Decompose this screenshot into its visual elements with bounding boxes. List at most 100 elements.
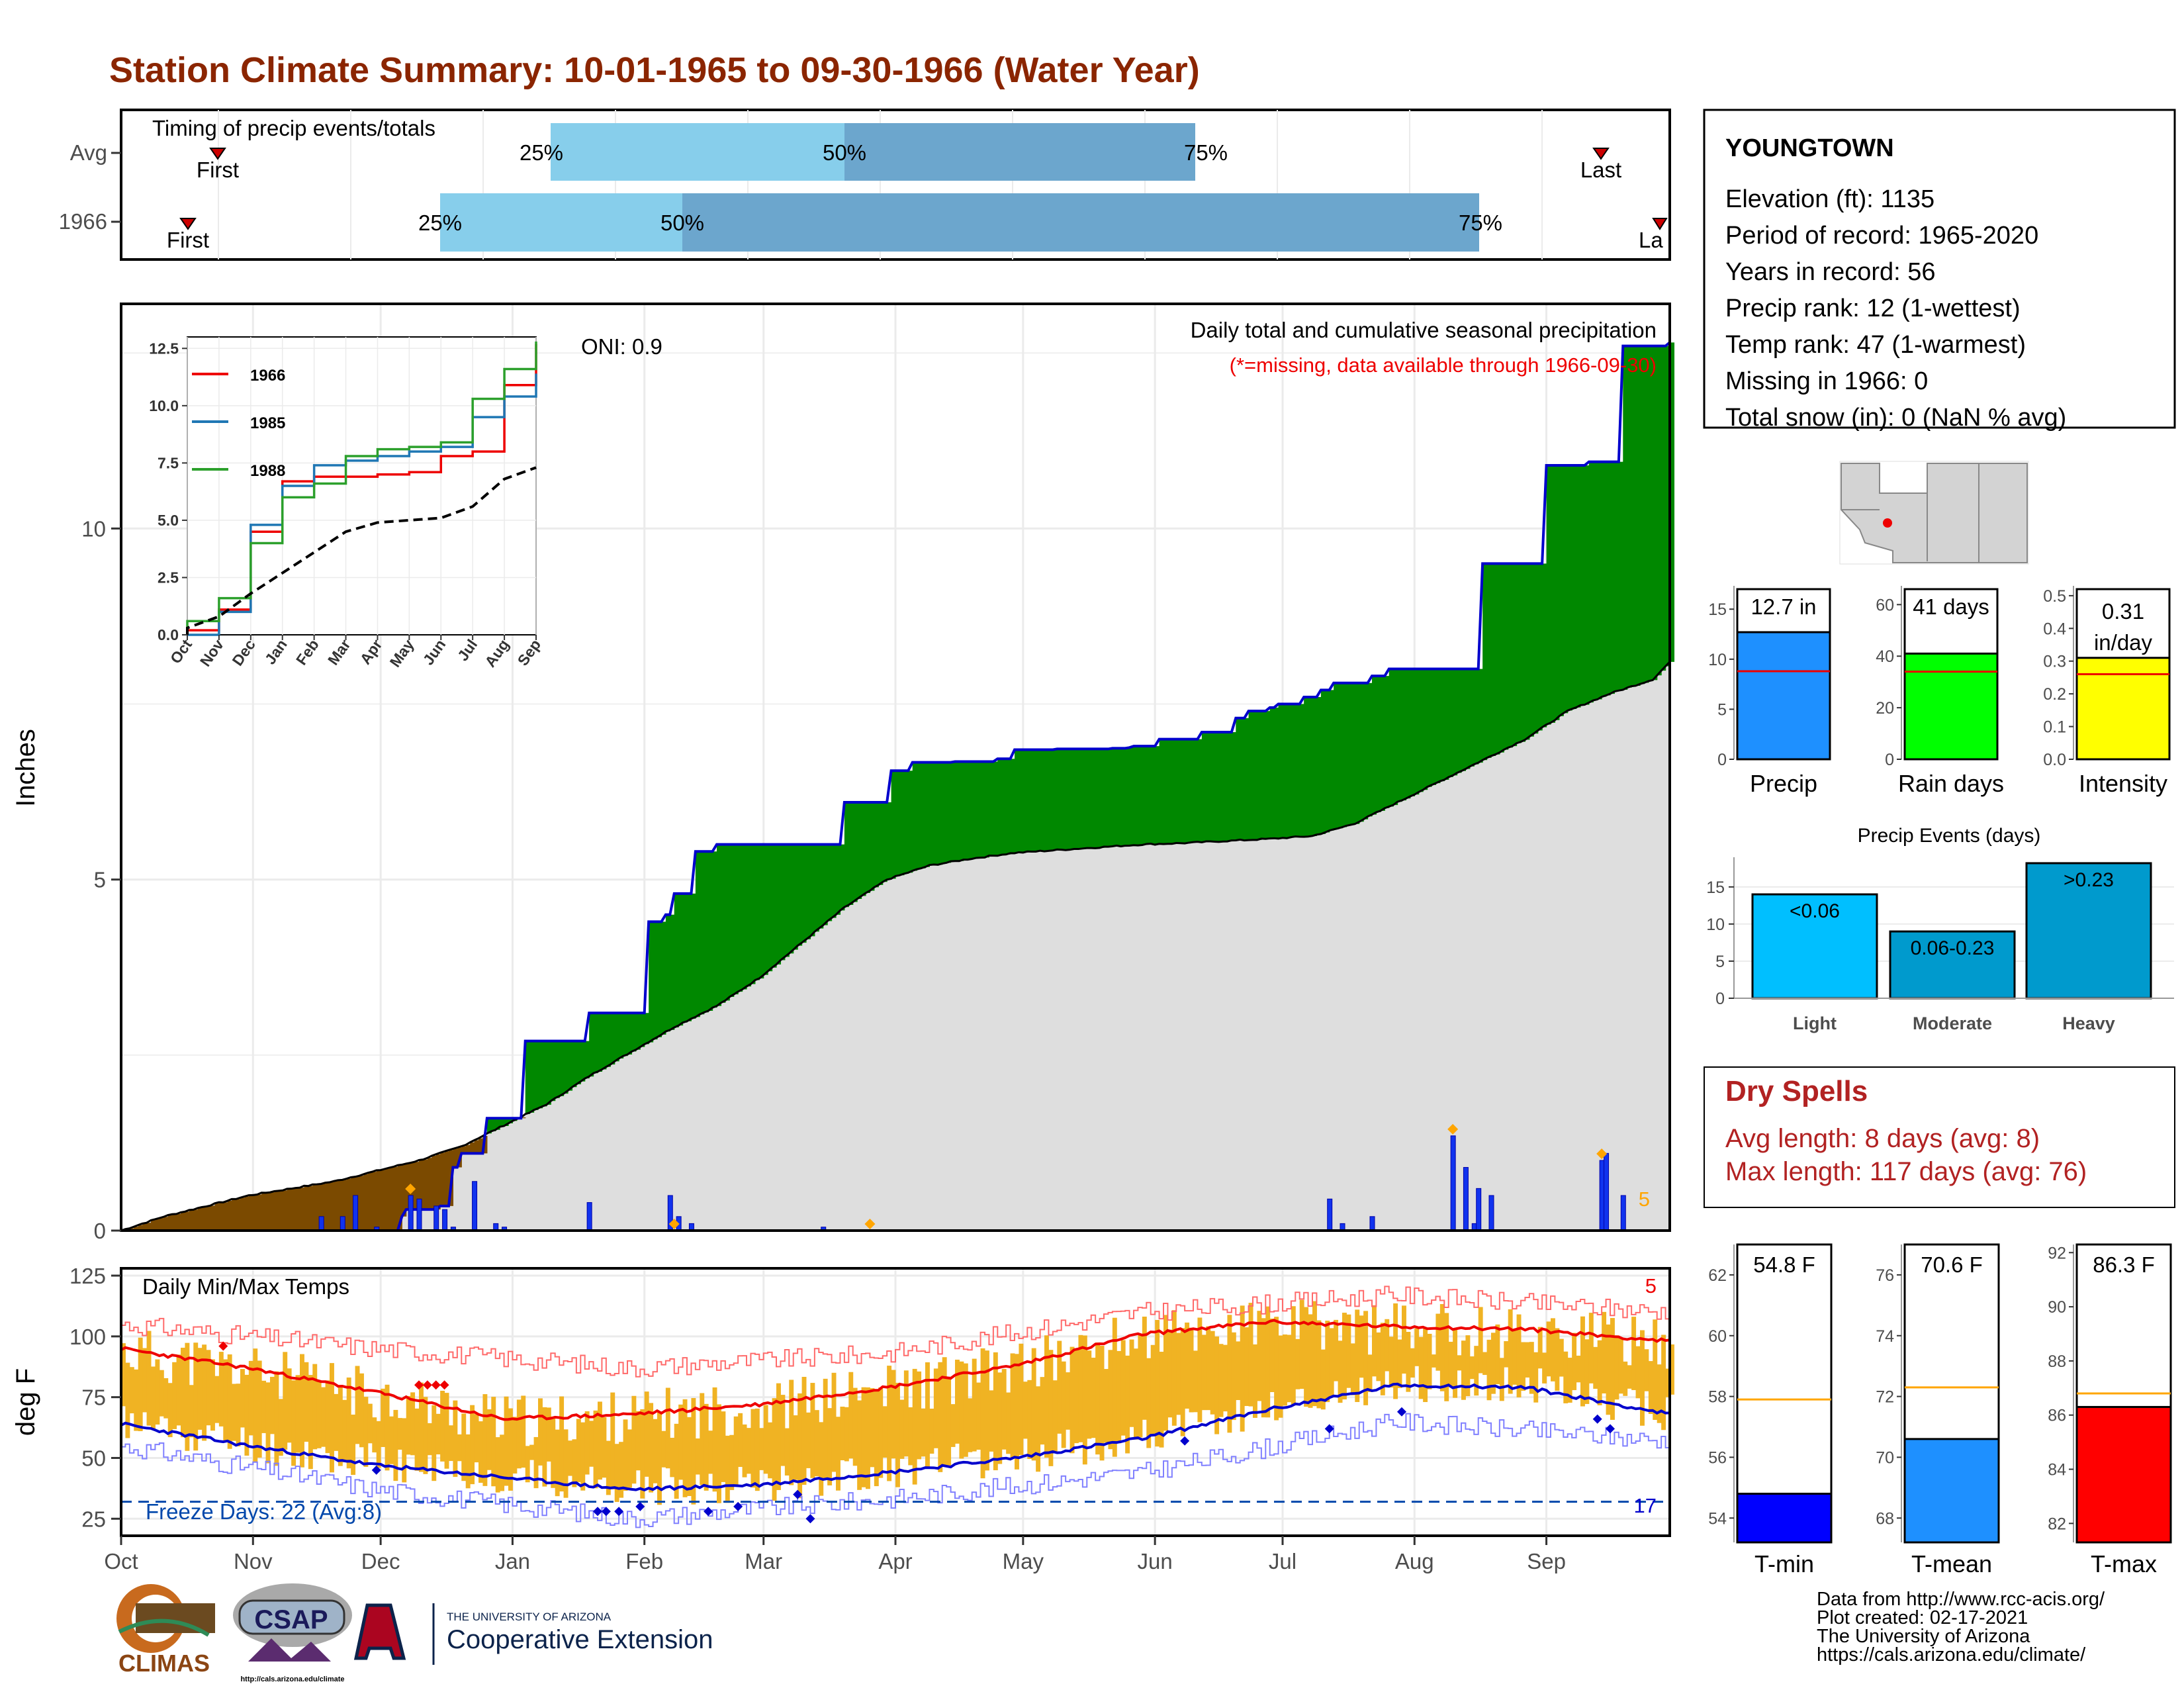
daily-temp-bar [657, 1411, 662, 1505]
daily-temp-bar [823, 1378, 828, 1480]
temp-summary-tick-label: 62 [1708, 1266, 1727, 1285]
yr-quartile-25-50 [440, 193, 682, 252]
summary-tick-label: 0 [1717, 751, 1727, 769]
month-tick-label: Mar [745, 1549, 782, 1573]
daily-temp-bar [125, 1362, 130, 1438]
daily-precip-bar [353, 1195, 359, 1231]
daily-temp-bar [754, 1408, 760, 1491]
daily-temp-bar [678, 1404, 684, 1480]
daily-temp-bar [1597, 1340, 1602, 1405]
dry-spells-avg: Avg length: 8 days (avg: 8) [1725, 1124, 2040, 1153]
daily-temp-bar [912, 1368, 917, 1485]
daily-temp-bar [665, 1387, 670, 1469]
avg-quartile-50-75 [844, 123, 1195, 181]
daily-precip-bar [433, 1205, 439, 1231]
daily-temp-bar [1274, 1317, 1279, 1421]
daily-temp-bar [1129, 1339, 1134, 1427]
daily-precip-bar [472, 1181, 478, 1231]
record-daily-marker [1447, 1123, 1459, 1135]
daily-temp-bar [827, 1408, 833, 1485]
yr-first-label: First [167, 228, 209, 252]
record-markers [405, 1123, 1608, 1229]
daily-temp-bar [946, 1376, 952, 1466]
daily-temp-bar [359, 1373, 364, 1448]
temp-record-marker [218, 1341, 228, 1351]
daily-temp-bar [1308, 1314, 1313, 1408]
events-bar [2025, 862, 2152, 1000]
daily-temp-bar [861, 1387, 866, 1487]
daily-temp-bar [1444, 1313, 1449, 1401]
daily-temp-bar [619, 1442, 624, 1498]
summary-tick-label: 0.5 [2043, 587, 2066, 606]
temp-summary-tick-label: 56 [1708, 1448, 1727, 1467]
summary-bar-label: Intensity [2079, 770, 2167, 797]
daily-precip-bar [1476, 1188, 1482, 1231]
daily-temp-bar [121, 1343, 126, 1407]
daily-temp-bar [1099, 1346, 1105, 1461]
daily-temp-bar [278, 1399, 283, 1456]
daily-temp-bar [283, 1352, 288, 1450]
temp-record-marker [635, 1501, 645, 1511]
daily-temp-bar [1584, 1339, 1590, 1404]
month-tick-label: Feb [625, 1549, 663, 1573]
summary-tick-label: 0.2 [2043, 685, 2066, 704]
daily-temp-bar [950, 1404, 956, 1447]
month-tick-label: Nov [234, 1549, 273, 1573]
summary-tick-label: 40 [1876, 647, 1894, 666]
inset-y-tick-label: 5.0 [158, 512, 179, 529]
daily-temp-bar [917, 1371, 922, 1460]
daily-temp-bar [1138, 1335, 1143, 1438]
daily-temp-bar [1661, 1335, 1666, 1430]
daily-temp-bar [1304, 1307, 1309, 1407]
daily-temp-bar [1563, 1351, 1569, 1403]
daily-temp-bar [1104, 1369, 1109, 1443]
daily-temp-bar [1439, 1304, 1445, 1391]
events-category: Light [1793, 1013, 1837, 1033]
daily-temp-bar [1167, 1329, 1173, 1418]
credit-line-2: Plot created: 02-17-2021 [1817, 1607, 2028, 1628]
daily-temp-bar [887, 1366, 892, 1481]
events-tick-label: 5 [1715, 953, 1725, 971]
daily-temp-bar [1087, 1350, 1092, 1439]
daily-precip-bar [586, 1202, 592, 1231]
daily-temp-bar [1197, 1317, 1203, 1423]
daily-temp-bar [882, 1406, 887, 1458]
yr-quartile-50-75 [682, 193, 1479, 252]
precip-y-tick-label: 5 [94, 868, 106, 892]
daily-temp-bar [1627, 1365, 1632, 1389]
summary-tick-label: 0.3 [2043, 653, 2066, 671]
daily-temp-bar [414, 1408, 420, 1471]
temp-summary-tick-label: 84 [2048, 1461, 2066, 1479]
daily-temp-bar [789, 1380, 794, 1485]
daily-temp-bar [797, 1393, 803, 1499]
temp-summary-tick-label: 74 [1876, 1327, 1894, 1346]
inset-series [186, 341, 537, 636]
inset-grid [187, 337, 537, 635]
temp-summary-bars: 54 56 58 60 62 54.8 F T-min 68 70 72 74 76 70.6 F T-m… [1708, 1243, 2172, 1577]
daily-temp-bar [1120, 1340, 1126, 1436]
daily-temp-bar [1295, 1338, 1300, 1389]
daily-temp-bar [461, 1413, 467, 1481]
summary-tick-label: 0.4 [2043, 620, 2066, 638]
daily-temp-bar [1244, 1327, 1250, 1406]
summary-bar-label: Rain days [1898, 770, 2004, 797]
daily-temp-bar [1074, 1350, 1079, 1444]
temp-summary-label: T-min [1754, 1550, 1814, 1577]
daily-temp-bar [1593, 1346, 1598, 1389]
temp-record-marker [793, 1489, 803, 1499]
daily-temp-bar [742, 1424, 747, 1477]
daily-temp-bar [793, 1415, 798, 1480]
temp-record-marker [431, 1380, 441, 1390]
daily-temp-bar [470, 1405, 475, 1485]
daily-temp-bar [1640, 1330, 1645, 1426]
dry-spells: Dry Spells Avg length: 8 days (avg: 8) M… [1704, 1066, 2175, 1208]
daily-temp-bar [1253, 1344, 1257, 1418]
daily-temp-bar [546, 1407, 551, 1462]
daily-temp-bar [895, 1382, 900, 1487]
daily-temp-bar [857, 1400, 862, 1490]
daily-temp-bar [555, 1429, 560, 1497]
daily-temp-bar [1665, 1368, 1670, 1397]
above-average-area [121, 342, 1675, 1231]
record-max-line [121, 1286, 1670, 1378]
daily-temp-bar [1385, 1319, 1390, 1372]
